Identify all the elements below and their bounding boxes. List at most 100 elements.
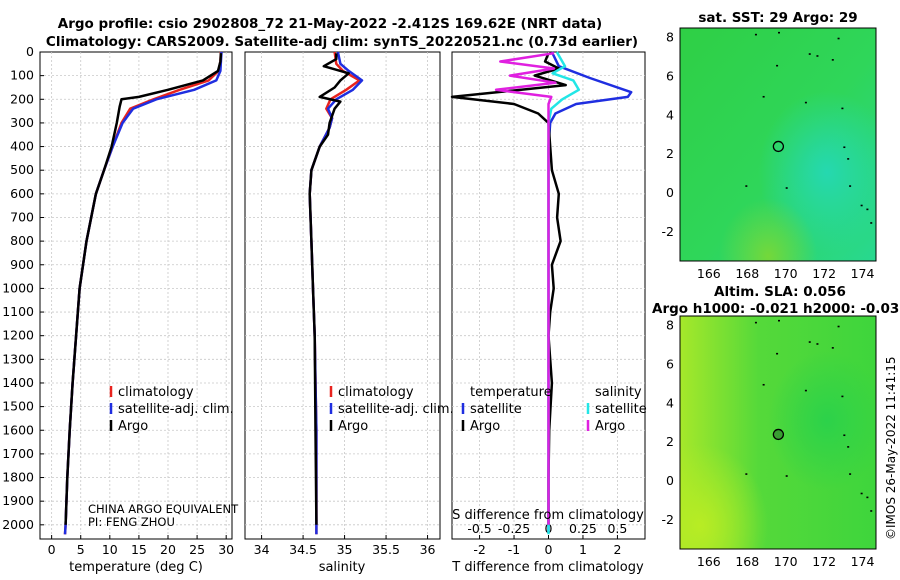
- map-lat-tick-label: -2: [662, 224, 674, 239]
- series-line-argo: [308, 53, 350, 525]
- map-lat-tick-label: 8: [666, 318, 674, 333]
- island-speck: [860, 492, 863, 495]
- x-tick-label: 0: [48, 542, 56, 557]
- island-speck: [816, 55, 819, 57]
- island-speck: [866, 208, 869, 211]
- island-speck: [837, 37, 840, 40]
- sst-map: 166 168 170 172 174 -2 0 2 4 6 8: [662, 27, 877, 281]
- sla-islands: [745, 319, 873, 512]
- legend-s-satellite-label: satellite: [595, 402, 647, 417]
- depth-tick-label: 100: [10, 68, 34, 83]
- legend-argo-label: Argo: [338, 419, 368, 434]
- sst-islands: [745, 31, 873, 224]
- depth-tick-label: 200: [10, 91, 34, 106]
- map-lat-tick-label: 8: [666, 30, 674, 45]
- map-lon-tick-label: 166: [697, 554, 721, 569]
- sla-map-title: Altim. SLA: 0.056: [714, 284, 846, 300]
- depth-tick-label: 1200: [2, 328, 34, 343]
- x-tick-label: 30: [218, 542, 234, 557]
- legend-climatology-label: climatology: [338, 385, 414, 400]
- x-tick-label: 20: [160, 542, 176, 557]
- depth-tick-label: 1700: [2, 446, 34, 461]
- island-speck: [860, 204, 863, 207]
- sla-map-subtitle: Argo h1000: -0.021 h2000: -0.032: [652, 301, 900, 317]
- depth-tick-label: 500: [10, 162, 34, 177]
- island-speck: [762, 383, 765, 386]
- map-lat-tick-label: 0: [666, 185, 674, 200]
- x2-tick-label: 0.5: [607, 521, 627, 536]
- x-tick-label: 36: [420, 542, 436, 557]
- salinity-plot: 34 34.5 35 35.5 36: [254, 51, 436, 557]
- x-tick-label: 2: [613, 542, 621, 557]
- legend-t-satellite-label: satellite: [470, 402, 522, 417]
- x-tick-label: 1: [579, 542, 587, 557]
- sst-map-ticks: 166 168 170 172 174 -2 0 2 4 6 8: [662, 30, 875, 281]
- map-lon-tick-label: 174: [851, 554, 875, 569]
- x-tick-label: 5: [77, 542, 85, 557]
- island-speck: [785, 475, 788, 477]
- map-lat-tick-label: 0: [666, 473, 674, 488]
- map-lat-tick-label: 4: [666, 395, 674, 410]
- island-speck: [778, 31, 780, 34]
- legend-satellite-adj-label: satellite-adj. clim.: [118, 402, 234, 417]
- pi-note: PI: FENG ZHOU: [88, 515, 175, 529]
- depth-tick-label: 1300: [2, 351, 34, 366]
- island-speck: [785, 187, 788, 189]
- island-speck: [843, 146, 846, 149]
- map-lon-tick-label: 174: [851, 266, 875, 281]
- island-speck: [849, 473, 852, 475]
- island-speck: [866, 496, 869, 499]
- sst-map-title: sat. SST: 29 Argo: 29: [698, 10, 857, 26]
- island-speck: [776, 352, 779, 355]
- map-lat-tick-label: 4: [666, 107, 674, 122]
- island-speck: [841, 107, 844, 110]
- depth-tick-label: 1000: [2, 280, 34, 295]
- depth-tick-label: 1900: [2, 493, 34, 508]
- x-tick-label: 25: [189, 542, 205, 557]
- island-speck: [754, 33, 757, 36]
- temperature-plot: 0 5 10 15 20 25 30: [48, 51, 234, 557]
- island-speck: [745, 473, 748, 475]
- temperature-legend: climatology satellite-adj. clim. Argo: [109, 385, 234, 434]
- island-speck: [849, 185, 852, 187]
- map-lon-tick-label: 172: [812, 554, 836, 569]
- temperature-x-label: temperature (deg C): [69, 560, 203, 575]
- depth-tick-label: 400: [10, 139, 34, 154]
- depth-tick-label: 1100: [2, 304, 34, 319]
- x-tick-label: 10: [102, 542, 118, 557]
- legend-climatology-label: climatology: [118, 385, 194, 400]
- island-speck: [847, 446, 850, 448]
- salinity-panel: [244, 51, 441, 540]
- sla-map-ticks: 166 168 170 172 174 -2 0 2 4 6 8: [662, 318, 875, 569]
- depth-tick-label: 1400: [2, 375, 34, 390]
- sst-cool-patch: [680, 28, 876, 261]
- depth-tick-label: 0: [26, 44, 34, 59]
- difference-legend: temperature salinity satellite Argo sate…: [461, 385, 647, 434]
- island-speck: [870, 510, 873, 512]
- imos-watermark: ©IMOS 26-May-2022 11:41:15: [884, 356, 898, 540]
- island-speck: [831, 59, 834, 61]
- sla-argo-position-marker: [772, 428, 785, 441]
- depth-tick-label: 2000: [2, 517, 34, 532]
- depth-tick-label: 1600: [2, 422, 34, 437]
- x2-tick-label: -0.25: [498, 521, 530, 536]
- x-tick-label: 15: [131, 542, 147, 557]
- x-tick-label: 35: [337, 542, 353, 557]
- island-speck: [841, 395, 844, 398]
- x2-tick-label: -0.5: [467, 521, 491, 536]
- island-speck: [843, 434, 846, 437]
- map-lon-tick-label: 170: [774, 554, 798, 569]
- sla-map-frame: [679, 315, 877, 550]
- island-speck: [816, 343, 819, 345]
- map-lon-tick-label: 168: [735, 266, 759, 281]
- sst-argo-position-marker: [772, 140, 785, 153]
- island-speck: [745, 185, 748, 187]
- map-lat-tick-label: 2: [666, 146, 674, 161]
- map-lat-tick-label: 6: [666, 69, 674, 84]
- island-speck: [778, 319, 780, 322]
- island-speck: [804, 389, 807, 392]
- program-note: CHINA ARGO EQUIVALENT: [88, 502, 239, 516]
- depth-tick-label: 1500: [2, 399, 34, 414]
- x-tick-label: -1: [508, 542, 520, 557]
- legend-argo-label: Argo: [118, 419, 148, 434]
